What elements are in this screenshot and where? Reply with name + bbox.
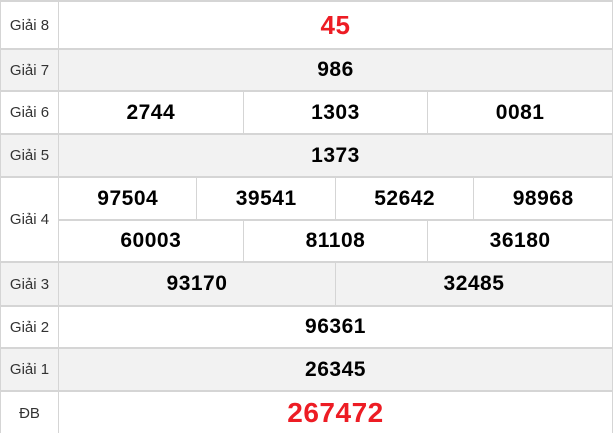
prize-row-2: Giải 2 96361 [0, 306, 613, 348]
prize-number: 39541 [196, 177, 336, 220]
prize-row-4b: 60003 81108 36180 [0, 220, 613, 262]
prize-row-8: Giải 8 45 [0, 1, 613, 49]
prize-number: 1303 [242, 91, 429, 134]
prize-label-3: Giải 3 [0, 262, 59, 306]
prize-number: 32485 [334, 262, 614, 306]
prize-number: 986 [58, 49, 613, 91]
prize-number: 98968 [473, 177, 613, 220]
prize-row-7: Giải 7 986 [0, 49, 613, 91]
prize-number: 45 [58, 1, 613, 49]
prize-number: 52642 [334, 177, 475, 220]
prize-number: 81108 [242, 220, 429, 262]
prize-label-7: Giải 7 [0, 49, 59, 91]
prize-number: 96361 [58, 306, 613, 348]
prize-row-db: ĐB 267472 [0, 391, 613, 433]
prize-row-5: Giải 5 1373 [0, 134, 613, 177]
prize-row-6: Giải 6 2744 1303 0081 [0, 91, 613, 134]
prize-number: 0081 [427, 91, 613, 134]
prize-label-5: Giải 5 [0, 134, 59, 177]
prize-number: 60003 [58, 220, 244, 262]
prize-label-6: Giải 6 [0, 91, 59, 134]
prize-number: 2744 [58, 91, 244, 134]
prize-row-4a: Giải 4 97504 39541 52642 98968 [0, 177, 613, 262]
special-prize-number: 267472 [58, 391, 613, 433]
prize-label-2: Giải 2 [0, 306, 59, 348]
prize-label-1: Giải 1 [0, 348, 59, 391]
prize-label-db: ĐB [0, 391, 59, 433]
prize-row-1: Giải 1 26345 [0, 348, 613, 391]
prize-number: 97504 [57, 177, 198, 220]
prize-row-3: Giải 3 93170 32485 [0, 262, 614, 306]
prize-number: 1373 [58, 134, 613, 177]
prize-number: 36180 [427, 220, 613, 262]
prize-number: 93170 [58, 262, 336, 306]
prize-label-8: Giải 8 [0, 1, 59, 49]
prize-label-4: Giải 4 [0, 177, 59, 262]
prize-number: 26345 [58, 348, 613, 391]
